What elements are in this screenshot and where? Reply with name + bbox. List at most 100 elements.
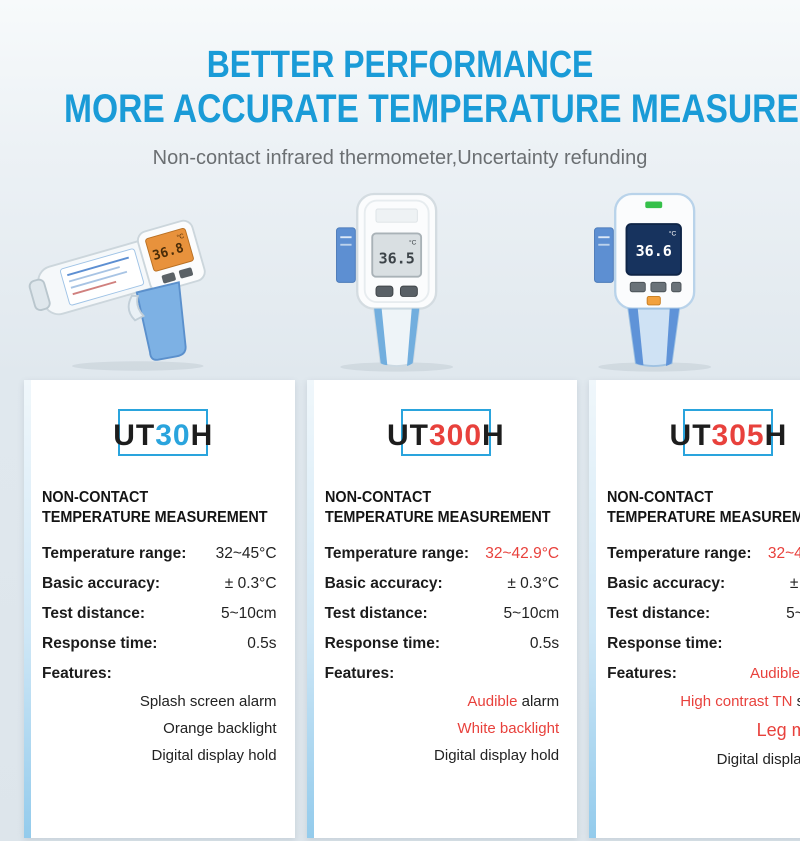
- spec-test-distance: Test distance: 5~10cm: [607, 604, 800, 622]
- feature-item: Orange backlight: [163, 719, 277, 737]
- product-photo-ut30h: 36.8 °C: [28, 220, 206, 372]
- lcd-display-orange: [145, 228, 195, 272]
- button-right: [670, 282, 682, 293]
- feature-item: High contrast TN screen: [680, 692, 800, 710]
- feature-item: Digital display hold: [151, 746, 277, 764]
- features-section: Features: Audible alarm High contrast TN…: [607, 665, 800, 768]
- photo-cell-ut300h: 36.5 °C: [271, 176, 528, 376]
- spec-list: Temperature range: 32~45°C Basic accurac…: [42, 545, 285, 653]
- feature-item: White backlight: [457, 719, 560, 737]
- button-left: [629, 282, 646, 293]
- model-number: 300: [428, 419, 483, 453]
- features-section: Features: Splash screen alarm Orange bac…: [42, 665, 285, 764]
- model-name: UT30H: [113, 419, 213, 452]
- photo-cell-ut305h: 36.6 °C: [529, 176, 786, 376]
- model-number: 305: [711, 419, 765, 453]
- lcd-display: [371, 232, 423, 278]
- handle-accent-left: [374, 309, 388, 366]
- model-outline-box: [683, 409, 774, 457]
- product-photo-ut305h: 36.6 °C: [593, 193, 711, 372]
- sticker-text-line: [67, 257, 130, 277]
- section-title: NON-CONTACT TEMPERATURE MEASUREMENT: [42, 489, 268, 527]
- model-name: UT305H: [670, 419, 788, 452]
- subtitle: Non-contact infrared thermometer,Uncerta…: [152, 147, 648, 170]
- button-right: [400, 285, 419, 298]
- spec-basic-accuracy: Basic accuracy: ± 0.3°C: [607, 574, 800, 592]
- model-prefix: UT: [113, 419, 156, 453]
- product-card-ut30h: UT30H NON-CONTACT TEMPERATURE MEASUREMEN…: [24, 380, 295, 839]
- button-left: [376, 285, 394, 298]
- handle-accent-right: [407, 309, 420, 367]
- model-badge: UT305H: [653, 409, 800, 464]
- display-reading: 36.6: [635, 242, 671, 260]
- spec-temperature-range: Temperature range: 32~45°C: [42, 544, 277, 562]
- handle-accent-right: [665, 309, 679, 367]
- photo-shadow: [598, 362, 711, 372]
- feature-item: Splash screen alarm: [139, 692, 277, 710]
- spec-cards-row: UT30H NON-CONTACT TEMPERATURE MEASUREMEN…: [0, 380, 800, 839]
- model-outline-box: [400, 409, 491, 457]
- product-card-ut300h: UT300H NON-CONTACT TEMPERATURE MEASUREME…: [306, 380, 578, 839]
- features-header: Features:: [324, 664, 395, 682]
- spec-list: Temperature range: 32~42.9°C Basic accur…: [325, 545, 568, 653]
- button: [161, 272, 176, 284]
- button-middle: [650, 282, 667, 293]
- spec-test-distance: Test distance: 5~10cm: [42, 604, 277, 622]
- model-badge: UT300H: [371, 409, 521, 464]
- trigger: [127, 295, 146, 322]
- features-section: Features: Audible alarm White backlight …: [325, 665, 568, 764]
- features-header: Features:: [42, 664, 112, 682]
- spec-test-distance: Test distance: 5~10cm: [324, 604, 560, 622]
- side-label: [336, 227, 357, 284]
- model-prefix: UT: [386, 419, 429, 453]
- model-badge: UT30H: [88, 409, 238, 464]
- status-light-green: [645, 201, 663, 209]
- product-photos-row: 36.8 °C 36.5 °C: [0, 176, 800, 376]
- headline-line1: BETTER PERFORMANCE: [206, 44, 594, 86]
- display-reading: 36.5: [379, 250, 415, 268]
- spec-basic-accuracy: Basic accuracy: ± 0.3°C: [42, 574, 277, 592]
- display-unit: °C: [410, 239, 418, 247]
- section-title: NON-CONTACT TEMPERATURE MEASUREMENT: [607, 489, 800, 527]
- button-orange: [646, 296, 661, 306]
- handle-accent-left: [628, 309, 644, 366]
- section-title: NON-CONTACT TEMPERATURE MEASUREMENT: [324, 489, 551, 527]
- spec-basic-accuracy: Basic accuracy: ± 0.3°C: [324, 574, 560, 592]
- photo-cell-ut30h: 36.8 °C: [14, 176, 271, 376]
- sticker-text-line: [69, 266, 121, 283]
- body-bezel: [364, 199, 431, 304]
- feature-item: Audible alarm: [467, 692, 560, 710]
- sticker-text-line: [72, 281, 117, 296]
- handle: [135, 281, 187, 362]
- model-outline-box: [118, 409, 209, 457]
- product-card-ut305h: UT305H NON-CONTACT TEMPERATURE MEASUREME…: [589, 380, 800, 839]
- spec-list: Temperature range: 32~42.9°C Basic accur…: [607, 545, 800, 653]
- spec-response-time: Response time: 0.5s: [324, 634, 560, 652]
- spec-temperature-range: Temperature range: 32~42.9°C: [607, 544, 800, 562]
- headline-line2: MORE ACCURATE TEMPERATURE MEASUREMENT: [64, 86, 800, 131]
- photo-shadow: [72, 361, 204, 372]
- sticker-text-line: [70, 271, 128, 290]
- display-unit: °C: [669, 230, 677, 238]
- spec-response-time: Response time: 0.25s: [607, 634, 723, 652]
- display-unit: °C: [176, 232, 186, 242]
- model-suffix: H: [190, 419, 214, 453]
- model-prefix: UT: [669, 419, 712, 453]
- model-suffix: H: [482, 419, 505, 453]
- ir-sensor-nozzle: [28, 279, 51, 312]
- lcd-display-dark: [625, 223, 682, 277]
- model-number: 30: [155, 419, 191, 453]
- header: BETTER PERFORMANCE MORE ACCURATE TEMPERA…: [0, 0, 800, 170]
- side-label: [593, 227, 614, 284]
- features-header: Features: Audible alarm: [607, 665, 800, 683]
- spec-temperature-range: Temperature range: 32~42.9°C: [324, 544, 560, 562]
- feature-item: Digital display hold: [434, 746, 560, 764]
- feature-item: Digital display hold: [716, 750, 800, 768]
- feature-item: Leg mount: [756, 719, 800, 740]
- model-name: UT300H: [387, 419, 505, 452]
- inline-feature: Audible alarm: [749, 664, 800, 682]
- brand-plate: [376, 208, 419, 224]
- model-suffix: H: [764, 419, 788, 453]
- button: [179, 267, 194, 279]
